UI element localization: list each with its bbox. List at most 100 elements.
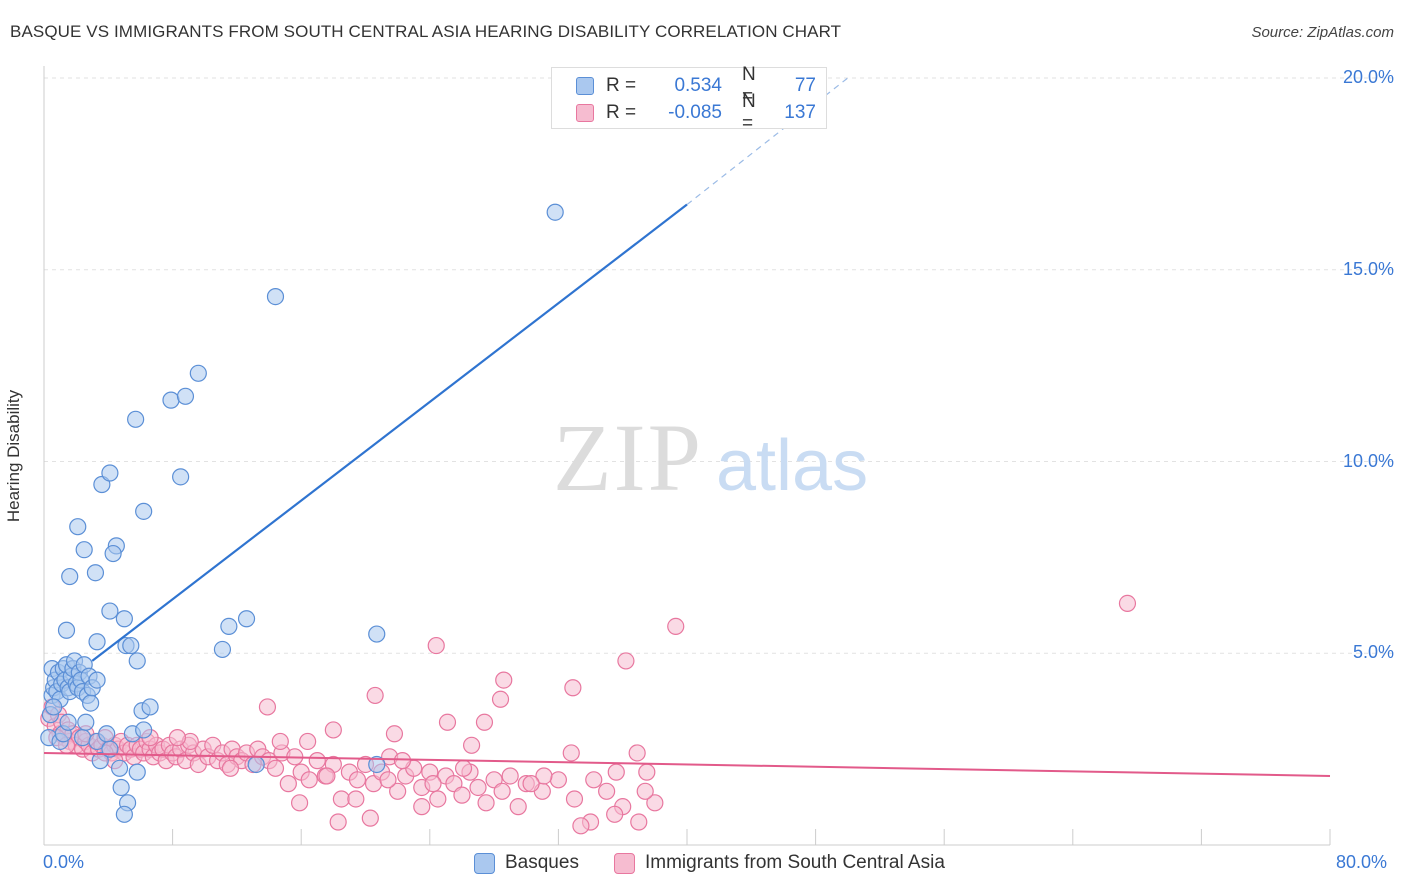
legend-n-value-basques: 77 bbox=[794, 75, 816, 96]
data-point-immigrants bbox=[564, 679, 582, 697]
data-point-immigrants bbox=[462, 736, 481, 754]
data-point-immigrants bbox=[469, 778, 487, 797]
data-point-basques bbox=[88, 633, 106, 651]
data-point-basques bbox=[546, 203, 564, 221]
data-point-immigrants bbox=[266, 759, 285, 777]
data-point-immigrants bbox=[429, 790, 447, 808]
y-tick-label: 15.0% bbox=[1342, 258, 1394, 279]
data-point-basques bbox=[127, 410, 145, 428]
data-point-immigrants bbox=[565, 790, 584, 808]
data-point-basques bbox=[77, 713, 95, 731]
data-point-immigrants bbox=[453, 786, 471, 804]
data-point-immigrants bbox=[379, 771, 397, 789]
basques-points bbox=[40, 203, 564, 823]
data-point-immigrants bbox=[477, 794, 495, 812]
data-point-basques bbox=[237, 610, 256, 628]
data-point-immigrants bbox=[617, 652, 635, 670]
data-point-basques bbox=[162, 391, 180, 409]
legend-swatch-blue bbox=[576, 77, 594, 95]
legend-item-immigrants[interactable]: Immigrants from South Central Asia bbox=[614, 852, 945, 874]
legend-item-basques[interactable]: Basques bbox=[474, 852, 579, 874]
y-tick-label: 20.0% bbox=[1342, 67, 1394, 87]
x-tick-label-min: 0.0% bbox=[43, 852, 85, 872]
data-point-immigrants bbox=[424, 775, 442, 793]
data-point-basques bbox=[98, 725, 116, 743]
data-point-immigrants bbox=[493, 782, 511, 800]
legend-swatch-pink bbox=[576, 104, 594, 122]
data-point-basques bbox=[247, 755, 265, 774]
data-point-immigrants bbox=[329, 813, 347, 831]
data-point-immigrants bbox=[279, 775, 297, 793]
trend-line-immigrants bbox=[43, 751, 1331, 777]
data-point-immigrants bbox=[607, 763, 625, 781]
data-point-basques bbox=[69, 518, 87, 536]
data-point-basques bbox=[112, 778, 130, 797]
data-point-immigrants bbox=[438, 713, 457, 731]
data-point-immigrants bbox=[361, 809, 379, 827]
legend-label-basques: Basques bbox=[505, 852, 579, 873]
data-point-immigrants bbox=[1118, 594, 1137, 612]
data-point-immigrants bbox=[549, 771, 568, 789]
data-point-basques bbox=[220, 617, 238, 636]
data-point-basques bbox=[104, 544, 122, 563]
data-point-basques bbox=[101, 602, 119, 620]
data-point-immigrants bbox=[572, 817, 590, 835]
data-point-basques bbox=[128, 763, 146, 781]
data-point-basques bbox=[135, 502, 153, 520]
legend-r-label: R = bbox=[606, 102, 637, 123]
data-point-immigrants bbox=[522, 775, 540, 793]
data-point-immigrants bbox=[628, 744, 646, 762]
data-point-basques bbox=[122, 636, 140, 655]
y-axis-label: Hearing Disability bbox=[4, 389, 23, 523]
data-point-basques bbox=[82, 694, 100, 712]
data-point-basques bbox=[101, 464, 119, 482]
watermark-zip: ZIP bbox=[553, 404, 703, 511]
data-point-immigrants bbox=[348, 771, 367, 789]
data-point-immigrants bbox=[535, 767, 553, 785]
data-point-immigrants bbox=[290, 794, 309, 812]
data-point-basques bbox=[141, 698, 159, 716]
data-point-immigrants bbox=[385, 725, 404, 743]
legend-n-label: N = bbox=[742, 91, 756, 134]
data-point-basques bbox=[368, 625, 386, 643]
correlation-legend: R = 0.534 N = 77 R = -0.085 N = 137 bbox=[551, 64, 827, 134]
data-point-immigrants bbox=[258, 698, 277, 716]
data-point-immigrants bbox=[454, 759, 473, 777]
data-point-immigrants bbox=[413, 798, 431, 816]
data-point-immigrants bbox=[299, 732, 317, 751]
legend-swatch-basques bbox=[474, 852, 495, 874]
data-point-immigrants bbox=[427, 636, 445, 655]
data-point-immigrants bbox=[221, 759, 240, 777]
data-point-immigrants bbox=[638, 763, 656, 781]
trend-line-basques bbox=[91, 203, 688, 662]
watermark-atlas: atlas bbox=[716, 426, 868, 506]
data-point-basques bbox=[189, 364, 207, 382]
data-point-immigrants bbox=[562, 744, 580, 762]
watermark: ZIP atlas bbox=[553, 404, 868, 511]
data-point-immigrants bbox=[324, 721, 342, 739]
data-point-immigrants bbox=[495, 671, 513, 689]
data-point-basques bbox=[73, 729, 92, 747]
data-point-immigrants bbox=[389, 782, 407, 800]
data-point-basques bbox=[368, 755, 386, 774]
data-point-immigrants bbox=[646, 794, 664, 812]
data-point-immigrants bbox=[606, 805, 624, 823]
data-point-basques bbox=[172, 468, 190, 486]
data-point-basques bbox=[115, 610, 133, 628]
data-point-basques bbox=[135, 721, 153, 739]
data-point-immigrants bbox=[271, 732, 289, 751]
data-point-basques bbox=[176, 387, 195, 405]
legend-row-basques: R = 0.534 N = 77 bbox=[576, 64, 816, 107]
legend-r-value-basques: 0.534 bbox=[674, 75, 722, 96]
data-point-basques bbox=[110, 759, 129, 777]
data-point-immigrants bbox=[585, 771, 603, 789]
data-point-basques bbox=[91, 752, 109, 770]
legend-n-value-immigrants: 137 bbox=[784, 102, 816, 123]
legend-label-immigrants: Immigrants from South Central Asia bbox=[645, 852, 945, 873]
source-label: Source: ZipAtlas.com bbox=[1251, 24, 1394, 41]
data-point-immigrants bbox=[168, 729, 187, 747]
data-point-immigrants bbox=[347, 790, 365, 808]
data-point-basques bbox=[115, 805, 133, 823]
data-point-immigrants bbox=[332, 790, 350, 808]
